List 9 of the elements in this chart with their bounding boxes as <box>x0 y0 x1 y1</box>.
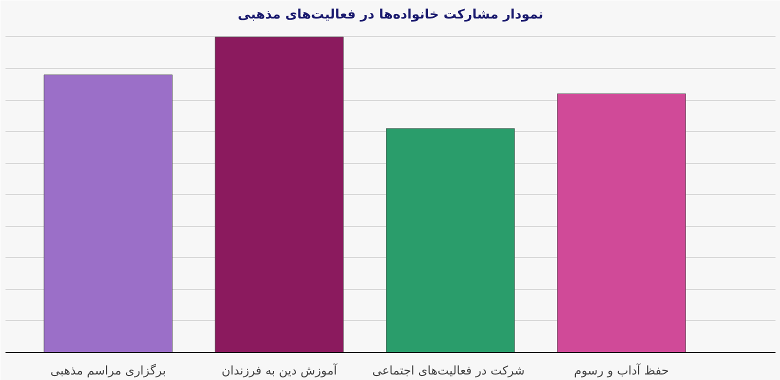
x-tick-label: برگزاری مراسم مذهبی <box>50 364 166 378</box>
x-tick-label: آموزش دین به فرزندان <box>222 362 338 378</box>
chart-title: نمودار مشارکت خانواده‌ها در فعالیت‌های مذهبی <box>238 8 544 22</box>
bar <box>214 36 344 352</box>
bar <box>386 128 515 352</box>
x-tick-label: شرکت در فعالیت‌های اجتماعی <box>372 364 525 378</box>
bar <box>557 94 686 352</box>
x-tick-label: حفظ آداب و رسوم <box>574 362 669 378</box>
bar <box>44 74 173 352</box>
